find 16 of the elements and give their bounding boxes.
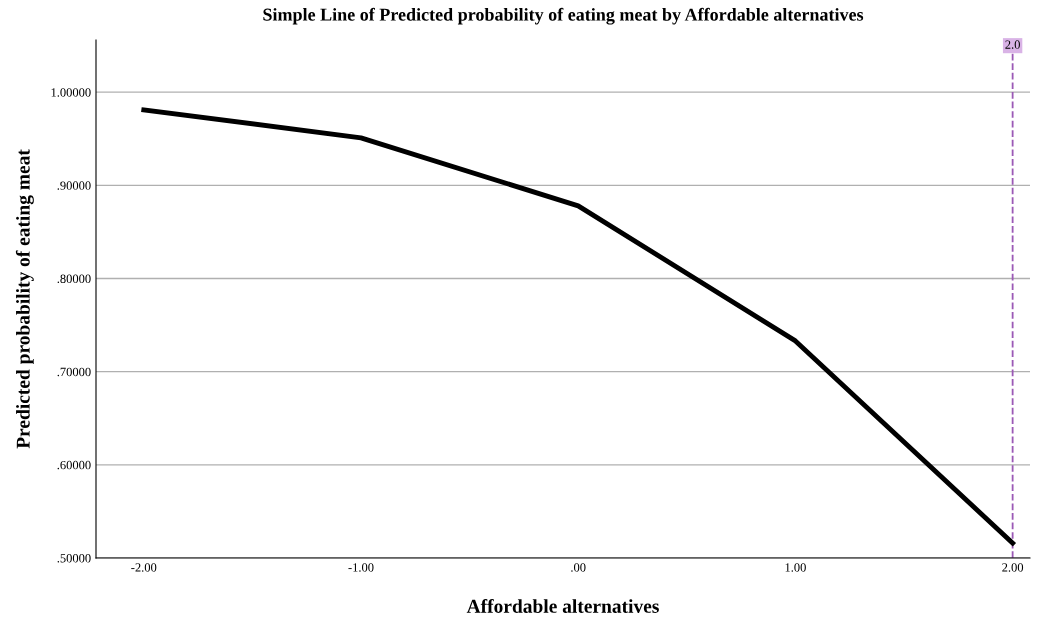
y-tick-label: .90000 xyxy=(57,181,91,190)
y-tick-label: 1.00000 xyxy=(51,88,91,97)
line-series xyxy=(141,107,1016,546)
x-tick-label: .00 xyxy=(571,563,586,572)
y-tick-label: .70000 xyxy=(57,367,91,377)
x-tick-label: 1.00 xyxy=(785,563,806,572)
chart-title: Simple Line of Predicted probability of eating meat by Affordable alternatives xyxy=(263,7,864,25)
x-tick-label: 2.00 xyxy=(1002,563,1024,572)
y-tick-label: .80000 xyxy=(57,274,91,284)
x-axis-title: Affordable alternatives xyxy=(466,599,659,613)
y-tick-label: .50000 xyxy=(57,554,91,563)
ref-line-label: 2.0 xyxy=(1005,40,1020,49)
x-tick-label: -1.00 xyxy=(348,563,374,572)
y-tick-label: .60000 xyxy=(57,460,91,470)
x-tick-label: -2.00 xyxy=(131,563,157,572)
y-axis-title: Predicted probability of eating meat xyxy=(15,149,34,449)
